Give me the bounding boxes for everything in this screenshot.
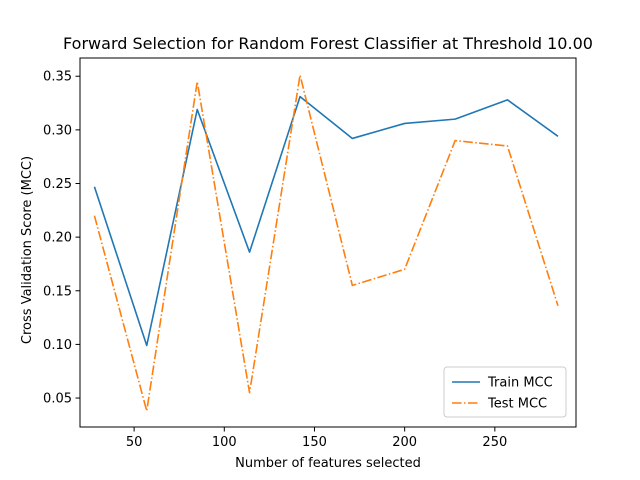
legend-box <box>443 366 567 418</box>
x-tick-label: 200 <box>392 435 417 450</box>
y-tick-label: 0.20 <box>43 231 72 246</box>
axes-frame <box>79 57 577 428</box>
x-tick-label: 250 <box>482 435 507 450</box>
chart-title: Forward Selection for Random Forest Clas… <box>63 34 593 53</box>
x-tick-label: 50 <box>126 435 143 450</box>
series-line-test-mcc <box>93 74 559 412</box>
x-tick-label: 100 <box>212 435 237 450</box>
y-tick-label: 0.30 <box>43 123 72 138</box>
plot-area: 50 100 150 200 250 0.05 0.10 0.15 0.20 0.25 0.30 0.… <box>43 57 577 450</box>
y-tick-label: 0.05 <box>43 392 72 407</box>
legend: Train MCC Test MCC <box>443 366 567 418</box>
y-axis-label: Cross Validation Score (MCC) <box>20 156 35 344</box>
legend-label: Train MCC <box>487 376 553 391</box>
legend-label: Test MCC <box>487 397 547 412</box>
x-axis-label: Number of features selected <box>235 456 421 471</box>
y-tick-label: 0.25 <box>43 177 72 192</box>
x-tick-label: 150 <box>302 435 327 450</box>
series-line-train-mcc <box>93 95 559 347</box>
y-tick-label: 0.10 <box>43 338 72 353</box>
y-tick-label: 0.15 <box>43 284 72 299</box>
y-tick-label: 0.35 <box>43 70 72 85</box>
